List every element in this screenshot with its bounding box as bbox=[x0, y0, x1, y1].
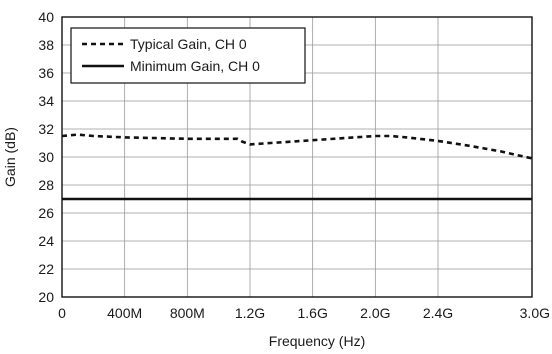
series-layer bbox=[61, 133, 533, 201]
y-tick-label: 34 bbox=[38, 93, 54, 109]
y-tick-label: 36 bbox=[38, 65, 54, 81]
legend-label-minimum-gain: Minimum Gain, CH 0 bbox=[130, 58, 260, 74]
y-tick-label: 40 bbox=[38, 9, 54, 25]
x-tick-label: 2.0G bbox=[360, 305, 390, 321]
x-tick-label: 0 bbox=[58, 305, 66, 321]
y-tick-label: 28 bbox=[38, 177, 54, 193]
legend: Typical Gain, CH 0 Minimum Gain, CH 0 bbox=[70, 27, 306, 84]
y-tick-label: 20 bbox=[38, 289, 54, 305]
y-tick-label: 26 bbox=[38, 205, 54, 221]
y-tick-label: 22 bbox=[38, 261, 54, 277]
plot-frame bbox=[61, 16, 533, 298]
series-line-typical-gain bbox=[61, 133, 533, 160]
x-axis-label: Frequency (Hz) bbox=[269, 333, 365, 349]
y-tick-label: 24 bbox=[38, 233, 54, 249]
legend-box bbox=[70, 27, 306, 84]
legend-label-typical-gain: Typical Gain, CH 0 bbox=[130, 36, 247, 52]
y-tick-label: 30 bbox=[38, 149, 54, 165]
y-tick-label: 32 bbox=[38, 121, 54, 137]
y-tick-label: 38 bbox=[38, 37, 54, 53]
x-tick-label: 1.6G bbox=[297, 305, 327, 321]
x-tick-label: 1.2G bbox=[235, 305, 265, 321]
y-tick-labels: 20 22 24 26 28 30 32 34 36 38 40 bbox=[38, 9, 54, 305]
x-tick-label: 3.0G bbox=[520, 305, 550, 321]
x-tick-labels: 0 400M 800M 1.2G 1.6G 2.0G 2.4G 3.0G bbox=[58, 305, 550, 321]
x-tick-label: 400M bbox=[107, 305, 142, 321]
x-tick-label: 800M bbox=[170, 305, 205, 321]
y-axis-label: Gain (dB) bbox=[2, 127, 18, 187]
x-tick-label: 2.4G bbox=[423, 305, 453, 321]
